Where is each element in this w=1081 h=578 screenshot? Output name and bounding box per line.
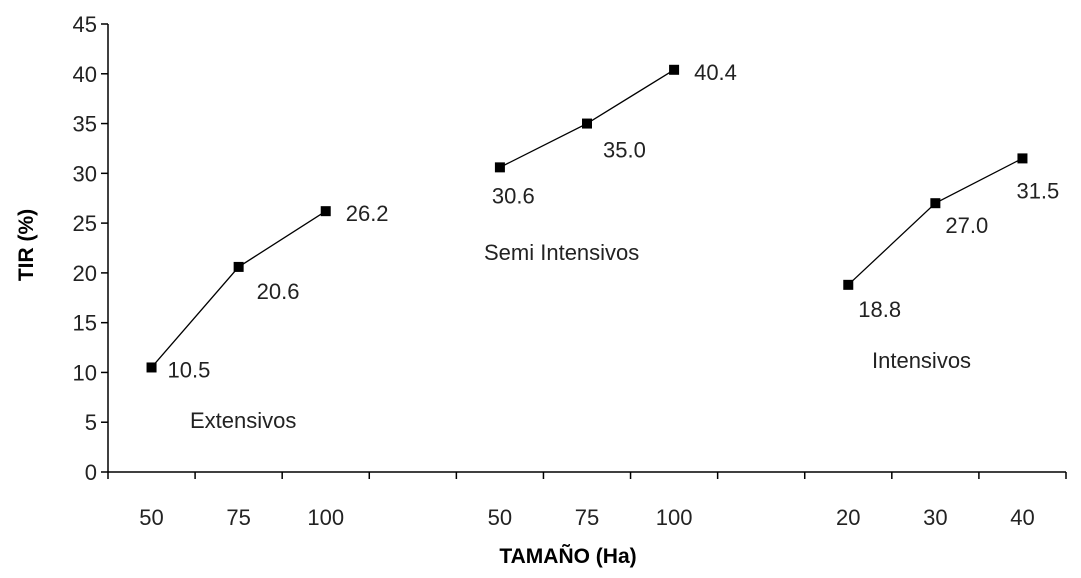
x-tick-label: 20: [836, 505, 860, 530]
y-tick-label: 15: [73, 311, 97, 336]
series-label: Intensivos: [872, 348, 971, 373]
y-axis-title: TIR (%): [15, 209, 38, 281]
data-label: 26.2: [346, 201, 389, 226]
data-point: [320, 206, 331, 217]
series-line: [847, 157, 1023, 286]
data-label: 31.5: [1016, 178, 1059, 203]
x-axis: 50 75 100 50 75 100 20 30 40: [107, 471, 1067, 530]
y-tick-label: 25: [73, 211, 97, 236]
x-tick-label: 100: [656, 505, 693, 530]
series-line: [151, 210, 327, 368]
x-tick-label: 75: [226, 505, 250, 530]
y-tick-label: 35: [73, 112, 97, 137]
data-label: 35.0: [603, 138, 646, 163]
data-point: [494, 162, 505, 173]
data-label: 18.8: [858, 297, 901, 322]
data-point: [233, 261, 244, 272]
data-label: 20.6: [257, 279, 300, 304]
x-axis-title: TAMAÑO (Ha): [499, 545, 636, 568]
series-2: 18.8 27.0 31.5 Intensivos: [843, 153, 1059, 373]
y-tick-label: 0: [85, 460, 97, 485]
y-axis: 0 5 10 15 20 25 30 35 40 45: [73, 12, 109, 485]
data-point: [1017, 153, 1028, 164]
data-point: [669, 64, 680, 75]
x-tick-label: 30: [923, 505, 947, 530]
data-point: [582, 118, 592, 129]
data-point: [843, 279, 854, 290]
series-label: Extensivos: [190, 408, 296, 433]
y-tick-label: 30: [73, 161, 97, 186]
x-tick-label: 50: [488, 505, 512, 530]
data-label: 40.4: [694, 60, 737, 85]
y-tick-label: 40: [73, 62, 97, 87]
series-1: 30.6 35.0 40.4 Semi Intensivos: [484, 60, 737, 265]
y-tick-label: 45: [73, 12, 97, 37]
y-tick-label: 20: [73, 261, 97, 286]
plot-area: 10.5 20.6 26.2 Extensivos 30.6 35.0 40.4 Semi I…: [146, 60, 1059, 433]
series-0: 10.5 20.6 26.2 Extensivos: [146, 201, 389, 433]
data-label: 27.0: [945, 213, 988, 238]
data-label: 10.5: [168, 357, 211, 382]
series-label: Semi Intensivos: [484, 240, 639, 265]
y-tick-label: 5: [85, 410, 97, 435]
data-point: [930, 198, 941, 209]
x-tick-label: 40: [1010, 505, 1034, 530]
x-tick-label: 50: [139, 505, 163, 530]
x-tick-label: 75: [575, 505, 599, 530]
data-point: [146, 362, 157, 373]
y-tick-label: 10: [73, 360, 97, 385]
data-label: 30.6: [492, 183, 535, 208]
x-tick-label: 100: [307, 505, 344, 530]
